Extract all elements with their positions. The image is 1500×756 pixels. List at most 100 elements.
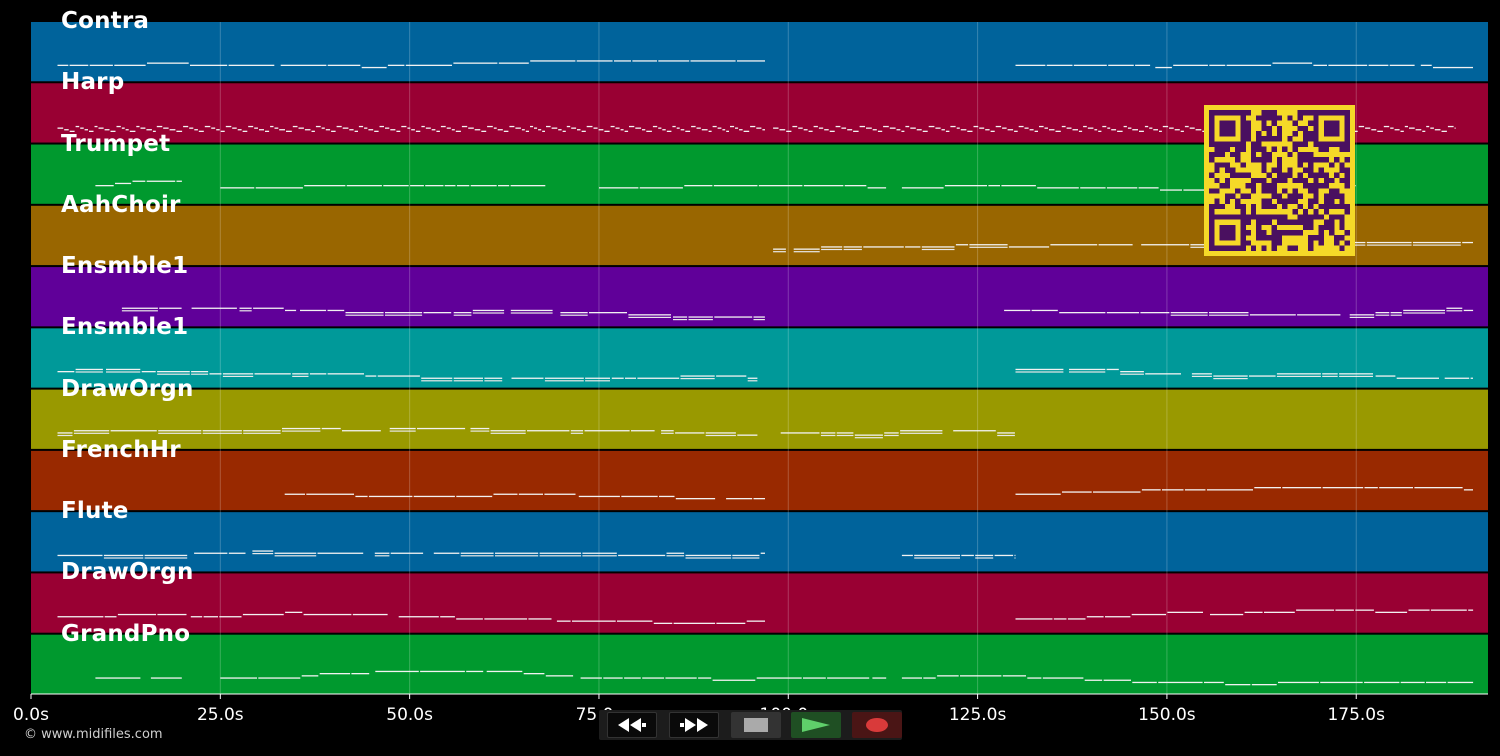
record-button[interactable]	[852, 712, 902, 738]
note	[1037, 187, 1079, 189]
note	[470, 427, 490, 430]
note	[1145, 373, 1181, 375]
note	[425, 185, 444, 187]
note	[883, 125, 889, 128]
note	[456, 185, 470, 187]
note	[1149, 127, 1153, 129]
note	[610, 125, 615, 128]
note	[1446, 307, 1463, 309]
note	[901, 187, 944, 189]
note	[726, 498, 753, 500]
note	[950, 125, 956, 128]
note	[1080, 187, 1106, 189]
track-label: Ensmble1	[61, 314, 189, 341]
note	[1174, 129, 1180, 131]
note	[921, 246, 955, 248]
note	[530, 60, 576, 62]
note	[136, 125, 140, 128]
note	[581, 130, 586, 132]
note	[204, 125, 211, 128]
note	[615, 127, 620, 129]
note	[421, 377, 453, 379]
note	[1462, 241, 1473, 244]
note	[1106, 187, 1138, 189]
note	[75, 125, 80, 128]
note	[431, 129, 436, 131]
note	[599, 187, 639, 189]
note	[560, 312, 588, 314]
note	[1083, 125, 1087, 128]
note	[803, 185, 844, 187]
note	[863, 246, 904, 248]
note	[841, 127, 847, 129]
note	[417, 427, 466, 430]
note	[1050, 244, 1098, 246]
note	[712, 125, 717, 128]
note	[1278, 681, 1319, 684]
note	[1349, 316, 1375, 318]
note	[779, 129, 786, 131]
note	[562, 130, 566, 132]
note	[685, 130, 691, 132]
tick-label: 50.0s	[386, 705, 433, 725]
note	[69, 130, 75, 132]
note	[1213, 378, 1248, 380]
note	[1049, 129, 1055, 131]
note	[1441, 130, 1447, 132]
note	[853, 130, 859, 132]
note	[433, 552, 460, 554]
note	[1297, 314, 1341, 316]
note	[1039, 125, 1044, 128]
note	[1390, 127, 1394, 129]
note	[222, 373, 254, 375]
note	[106, 368, 141, 371]
note	[510, 312, 553, 314]
note	[150, 677, 182, 679]
note	[509, 125, 515, 128]
stop-button[interactable]	[731, 712, 781, 738]
note	[306, 493, 354, 495]
note	[662, 129, 666, 131]
note	[732, 557, 760, 559]
note	[331, 130, 336, 132]
tick-label: 125.0s	[948, 705, 1007, 725]
rewind-button[interactable]	[607, 712, 657, 738]
note	[191, 307, 237, 309]
note	[1412, 241, 1461, 244]
note	[368, 129, 374, 131]
note	[1132, 681, 1157, 684]
note	[1377, 130, 1383, 132]
note	[470, 430, 490, 432]
note	[317, 552, 364, 554]
note	[385, 127, 390, 129]
note	[315, 125, 321, 128]
note	[144, 554, 188, 557]
note	[901, 554, 913, 557]
track-label: Ensmble1	[61, 253, 189, 280]
play-button[interactable]	[791, 712, 841, 738]
note	[611, 377, 624, 379]
note	[538, 129, 542, 131]
note	[158, 432, 202, 434]
note	[566, 125, 571, 128]
note	[585, 377, 610, 379]
note	[202, 430, 242, 432]
note	[827, 677, 870, 679]
note	[104, 616, 117, 618]
note	[146, 180, 176, 182]
note	[242, 130, 248, 132]
fast-forward-button[interactable]	[669, 712, 719, 738]
note	[228, 64, 275, 66]
note	[872, 129, 877, 131]
note	[854, 434, 883, 436]
note	[1034, 130, 1038, 132]
note	[1226, 64, 1272, 66]
note	[69, 64, 89, 66]
note	[735, 127, 739, 129]
note	[760, 552, 765, 554]
note	[1029, 129, 1034, 131]
record-icon	[866, 718, 888, 732]
note	[1254, 487, 1281, 489]
note	[498, 62, 529, 64]
